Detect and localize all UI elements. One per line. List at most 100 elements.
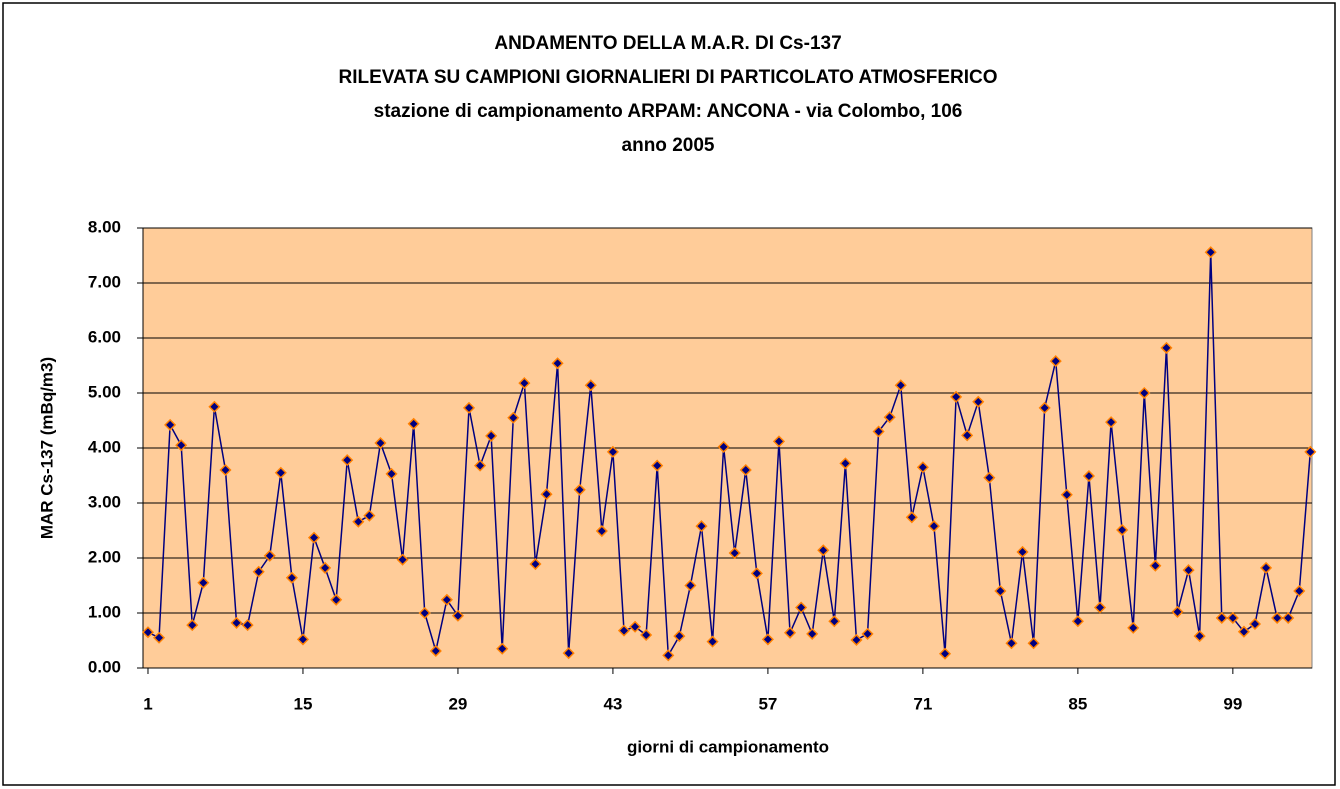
data-point	[1204, 246, 1217, 259]
data-point	[1005, 637, 1018, 650]
data-point	[629, 620, 642, 633]
data-point	[418, 606, 431, 620]
data-point	[396, 553, 409, 566]
data-point	[230, 616, 243, 629]
data-point	[606, 445, 619, 458]
chart-title: ANDAMENTO DELLA M.A.R. DI Cs-137	[494, 33, 841, 54]
data-point	[595, 524, 608, 538]
data-point	[1027, 637, 1040, 650]
data-point	[761, 633, 774, 646]
data-point	[1182, 564, 1195, 577]
data-point	[1259, 561, 1273, 574]
data-point	[1237, 625, 1250, 638]
data-point	[319, 561, 332, 574]
data-point	[263, 549, 276, 562]
data-point	[972, 395, 985, 408]
data-point	[795, 601, 808, 614]
data-point	[651, 459, 664, 472]
data-point	[772, 435, 786, 448]
data-point	[1049, 355, 1062, 368]
data-point	[241, 619, 254, 632]
x-tick-label: 29	[448, 694, 467, 713]
y-tick-label: 1.00	[88, 602, 121, 621]
data-point	[285, 571, 298, 584]
data-point	[252, 565, 265, 578]
data-point	[1149, 559, 1162, 572]
data-point	[1248, 617, 1262, 631]
data-point	[462, 401, 476, 414]
data-point	[750, 567, 763, 580]
data-point	[573, 483, 586, 496]
data-point	[274, 466, 287, 479]
data-point	[1293, 584, 1306, 598]
data-point	[164, 418, 177, 431]
data-point	[961, 429, 974, 442]
data-point	[451, 609, 465, 622]
data-point	[385, 467, 398, 480]
data-point	[363, 509, 376, 522]
data-line	[147, 252, 1312, 658]
data-point	[695, 520, 708, 533]
data-point	[905, 511, 918, 524]
data-point	[1215, 611, 1228, 625]
x-tick-label: 43	[603, 694, 622, 713]
data-point	[1116, 523, 1129, 537]
data-point	[817, 544, 830, 557]
data-point	[341, 454, 354, 467]
data-point	[352, 515, 365, 528]
data-point	[1171, 605, 1184, 618]
data-point	[1105, 416, 1118, 429]
data-point	[706, 635, 719, 648]
data-point	[1127, 621, 1140, 634]
data-point	[927, 520, 941, 533]
y-tick-label: 2.00	[88, 547, 121, 566]
x-tick-label: 85	[1068, 694, 1087, 713]
data-point	[296, 633, 310, 646]
y-tick-label: 6.00	[88, 327, 121, 346]
data-point	[938, 647, 952, 660]
data-point	[374, 436, 387, 450]
x-tick-label: 57	[758, 694, 777, 713]
data-point	[640, 628, 653, 642]
y-tick-label: 3.00	[88, 492, 121, 511]
x-tick-label: 71	[913, 694, 932, 713]
y-tick-label: 4.00	[88, 437, 121, 456]
data-point	[883, 411, 896, 424]
data-point	[518, 377, 531, 390]
data-point	[1016, 545, 1029, 559]
data-point	[1138, 386, 1151, 400]
chart-title: RILEVATA SU CAMPIONI GIORNALIERI DI PART…	[338, 67, 997, 88]
data-point	[529, 557, 542, 571]
x-tick-label: 99	[1223, 694, 1242, 713]
data-point	[1226, 611, 1239, 625]
data-point	[728, 546, 741, 560]
data-point	[407, 417, 420, 430]
data-point	[208, 400, 221, 413]
data-point	[839, 457, 852, 470]
data-point	[186, 619, 199, 632]
data-point	[1082, 469, 1096, 483]
data-point	[562, 647, 575, 660]
data-point	[983, 471, 996, 484]
x-tick-label: 15	[294, 694, 313, 713]
y-tick-label: 8.00	[88, 217, 121, 236]
data-point	[1282, 611, 1295, 625]
chart-title: anno 2005	[622, 135, 715, 156]
data-point	[496, 642, 509, 655]
x-axis-title: giorni di campionamento	[627, 737, 829, 756]
data-point	[175, 439, 188, 452]
data-point	[1093, 601, 1107, 614]
chart-title: stazione di campionamento ARPAM: ANCONA …	[374, 101, 963, 122]
data-point	[1193, 630, 1206, 643]
data-point	[739, 463, 752, 477]
y-tick-label: 0.00	[88, 657, 121, 676]
data-point	[307, 531, 321, 544]
data-point	[717, 440, 730, 453]
data-point	[1160, 341, 1173, 354]
y-tick-label: 7.00	[88, 272, 121, 291]
data-point	[950, 390, 963, 403]
data-point	[783, 626, 797, 639]
data-point	[994, 584, 1007, 598]
x-tick-label: 1	[143, 694, 152, 713]
